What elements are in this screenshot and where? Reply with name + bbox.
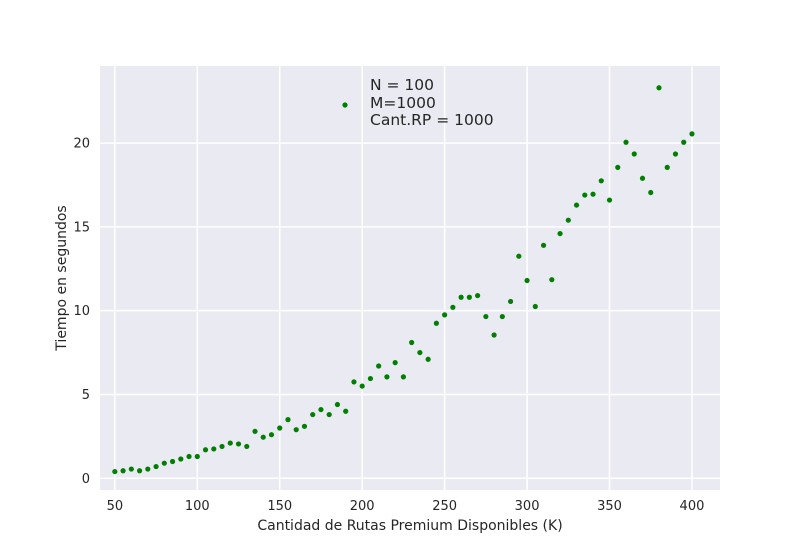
- y-tick-label: 5: [82, 388, 90, 403]
- x-tick-label: 400: [680, 499, 705, 514]
- data-point: [161, 460, 167, 466]
- data-point: [425, 356, 431, 362]
- data-point: [458, 294, 464, 300]
- data-point: [549, 277, 555, 283]
- data-point: [466, 294, 472, 300]
- data-point: [499, 313, 505, 320]
- data-point: [639, 175, 646, 181]
- data-point: [376, 363, 382, 369]
- data-point: [194, 453, 200, 460]
- y-tick-label: 15: [73, 220, 90, 235]
- data-point: [590, 191, 596, 197]
- data-point: [128, 466, 134, 472]
- data-point: [689, 131, 695, 137]
- x-tick-label: 300: [515, 499, 540, 514]
- legend-line-2: M=1000: [370, 94, 436, 112]
- data-point: [145, 466, 151, 472]
- data-point: [268, 432, 275, 438]
- data-point: [442, 312, 448, 318]
- x-tick-label: 250: [432, 499, 457, 514]
- data-point: [153, 463, 159, 470]
- data-point: [169, 458, 176, 465]
- data-point: [615, 164, 621, 170]
- data-point: [112, 468, 118, 475]
- tick-labels: 50 100 150 200 250 300 350 400 0 5 10 15 20: [73, 137, 704, 514]
- data-point: [211, 446, 217, 452]
- legend: N = 100 M=1000 Cant.RP = 1000: [342, 76, 494, 129]
- data-point: [359, 383, 365, 389]
- x-tick-label: 200: [350, 499, 375, 514]
- data-point: [367, 375, 374, 382]
- data-point: [260, 434, 266, 440]
- data-point: [532, 303, 538, 310]
- data-point: [252, 428, 258, 434]
- data-point: [450, 304, 456, 310]
- data-point: [227, 440, 233, 446]
- data-point: [672, 151, 679, 157]
- data-point: [120, 468, 126, 474]
- x-tick-label: 100: [185, 499, 210, 514]
- data-point: [573, 202, 580, 208]
- data-point: [656, 85, 662, 91]
- data-point: [516, 253, 522, 259]
- data-point: [326, 411, 332, 418]
- y-tick-label: 0: [82, 472, 90, 487]
- data-point: [400, 374, 407, 380]
- data-point: [433, 320, 439, 326]
- data-point: [219, 443, 225, 450]
- data-point: [343, 408, 349, 414]
- y-tick-label: 10: [73, 304, 90, 319]
- data-point: [285, 417, 291, 423]
- legend-line-1: N = 100: [370, 76, 434, 94]
- data-point: [557, 230, 563, 237]
- data-point: [606, 197, 613, 203]
- data-point: [384, 374, 390, 380]
- data-point: [202, 447, 209, 453]
- x-axis-label: Cantidad de Rutas Premium Disponibles (K…: [257, 518, 562, 534]
- legend-marker: [342, 102, 348, 108]
- data-point: [623, 139, 629, 145]
- data-point: [598, 178, 604, 184]
- data-point: [507, 298, 514, 305]
- data-point: [631, 151, 637, 157]
- data-point: [318, 406, 324, 413]
- x-tick-label: 350: [597, 499, 622, 514]
- data-point: [681, 139, 687, 145]
- data-point: [417, 349, 423, 356]
- data-points: [112, 85, 695, 475]
- data-point: [186, 453, 192, 460]
- data-point: [392, 360, 398, 366]
- data-point: [301, 423, 308, 429]
- data-point: [244, 443, 250, 450]
- data-point: [136, 468, 143, 474]
- x-tick-label: 150: [267, 499, 292, 514]
- y-axis-label: Tiempo en segundos: [54, 205, 70, 351]
- plot-area: [100, 66, 720, 490]
- data-point: [277, 425, 283, 431]
- data-point: [483, 313, 489, 320]
- data-point: [648, 189, 654, 196]
- data-point: [351, 379, 357, 385]
- data-point: [664, 164, 670, 170]
- data-point: [293, 427, 299, 433]
- data-point: [334, 401, 341, 408]
- data-point: [524, 277, 530, 284]
- data-point: [565, 217, 571, 223]
- data-point: [491, 332, 497, 338]
- x-tick-label: 50: [107, 499, 124, 514]
- y-tick-label: 20: [73, 137, 90, 152]
- data-point: [409, 339, 415, 346]
- data-point: [540, 242, 547, 248]
- data-point: [310, 411, 316, 418]
- data-point: [582, 192, 588, 198]
- data-point: [178, 456, 184, 462]
- data-point: [475, 292, 481, 299]
- data-point: [235, 441, 242, 447]
- legend-line-3: Cant.RP = 1000: [370, 111, 494, 129]
